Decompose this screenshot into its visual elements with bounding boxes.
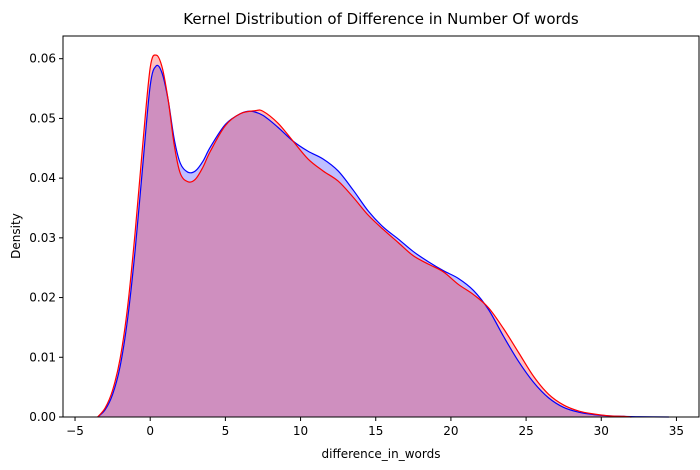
- series-1-line: [97, 64, 669, 418]
- y-tick-label: 0.05: [29, 111, 56, 125]
- x-tick-label: 35: [669, 424, 684, 438]
- y-tick-label: 0.06: [29, 52, 56, 66]
- series-2-fill: [97, 54, 632, 417]
- x-tick-label: −5: [66, 424, 84, 438]
- y-tick-label: 0.04: [29, 171, 56, 185]
- x-tick-label: 20: [443, 424, 458, 438]
- x-tick-label: 10: [293, 424, 308, 438]
- axes-frame: [62, 35, 700, 418]
- y-tick-label: 0.02: [29, 291, 56, 305]
- y-axis-label: Density: [9, 213, 23, 259]
- y-tick-label: 0.00: [29, 410, 56, 424]
- y-tick-label: 0.01: [29, 350, 56, 364]
- axes: −5 0 5 10 15 20 25 30 35 0.00 0.01 0.02 0.03 0.04 0.05…: [29, 35, 700, 438]
- x-tick-label: 25: [518, 424, 533, 438]
- series-1-fill: [97, 65, 669, 418]
- x-tick-label: 30: [594, 424, 609, 438]
- x-axis-label: difference_in_words: [322, 447, 441, 461]
- y-tick-label: 0.03: [29, 231, 56, 245]
- x-tick-label: 0: [146, 424, 154, 438]
- chart-title: Kernel Distribution of Difference in Num…: [183, 10, 579, 28]
- x-tick-label: 5: [222, 424, 230, 438]
- series-2-line: [97, 54, 632, 418]
- plot-area: [97, 54, 669, 418]
- x-tick-label: 15: [368, 424, 383, 438]
